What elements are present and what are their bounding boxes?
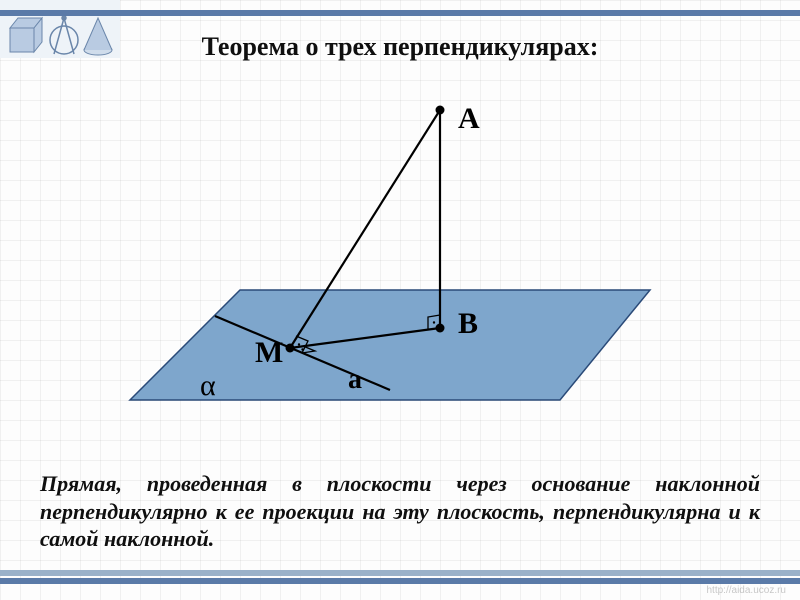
slide: Теорема о трех перпендикулярах: A B Ma α Пр… bbox=[0, 0, 800, 600]
label-point-M: M bbox=[255, 336, 283, 369]
point-B bbox=[436, 324, 445, 333]
title-stripe bbox=[0, 10, 800, 16]
label-line-a: a bbox=[348, 364, 362, 395]
footer-stripe-1 bbox=[0, 578, 800, 584]
point-A bbox=[436, 106, 445, 115]
theorem-statement: Прямая, проведенная в плоскости через ос… bbox=[40, 470, 760, 553]
label-point-B: B bbox=[458, 307, 478, 340]
point-M bbox=[286, 344, 295, 353]
slide-title: Теорема о трех перпендикулярах: bbox=[0, 32, 800, 62]
right-angle-dot-at_B bbox=[433, 321, 435, 323]
right-angle-dot-at_M_on_MB bbox=[301, 348, 303, 350]
label-point-A: A bbox=[458, 102, 480, 135]
title-bar: Теорема о трех перпендикулярах: bbox=[0, 10, 800, 80]
label-plane-alpha: α bbox=[200, 369, 216, 402]
right-angle-dot-at_M_on_a bbox=[298, 343, 300, 345]
watermark: http://aida.ucoz.ru bbox=[707, 585, 787, 596]
footer-stripe-0 bbox=[0, 570, 800, 576]
geometry-diagram: A B Ma α bbox=[0, 80, 800, 460]
